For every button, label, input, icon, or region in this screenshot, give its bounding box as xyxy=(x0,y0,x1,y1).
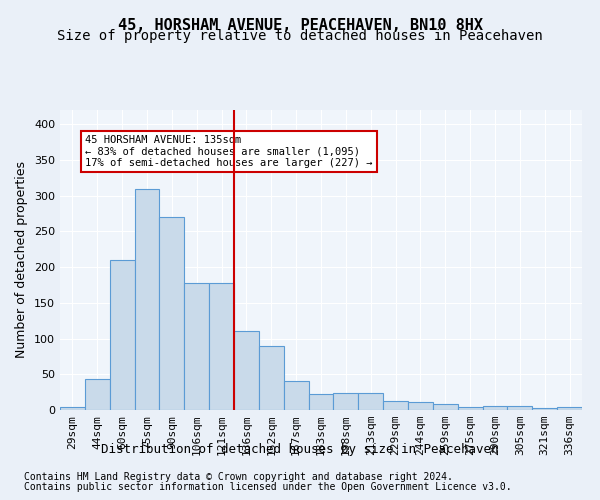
Text: Distribution of detached houses by size in Peacehaven: Distribution of detached houses by size … xyxy=(101,442,499,456)
Bar xyxy=(334,393,358,410)
Text: 45 HORSHAM AVENUE: 135sqm
← 83% of detached houses are smaller (1,095)
17% of se: 45 HORSHAM AVENUE: 135sqm ← 83% of detac… xyxy=(85,135,373,168)
Bar xyxy=(184,283,209,410)
Bar xyxy=(508,406,532,410)
Bar xyxy=(259,346,284,410)
Bar xyxy=(482,406,508,410)
Text: Contains public sector information licensed under the Open Government Licence v3: Contains public sector information licen… xyxy=(24,482,512,492)
Bar xyxy=(458,407,482,410)
Bar xyxy=(284,382,308,410)
Bar xyxy=(110,260,134,410)
Y-axis label: Number of detached properties: Number of detached properties xyxy=(16,162,28,358)
Bar xyxy=(209,283,234,410)
Bar xyxy=(234,332,259,410)
Text: Size of property relative to detached houses in Peacehaven: Size of property relative to detached ho… xyxy=(57,29,543,43)
Bar xyxy=(383,400,408,410)
Bar xyxy=(408,402,433,410)
Text: 45, HORSHAM AVENUE, PEACEHAVEN, BN10 8HX: 45, HORSHAM AVENUE, PEACEHAVEN, BN10 8HX xyxy=(118,18,482,32)
Bar xyxy=(433,404,458,410)
Bar xyxy=(358,393,383,410)
Bar xyxy=(532,408,557,410)
Bar xyxy=(134,188,160,410)
Text: Contains HM Land Registry data © Crown copyright and database right 2024.: Contains HM Land Registry data © Crown c… xyxy=(24,472,453,482)
Bar xyxy=(85,380,110,410)
Bar xyxy=(160,217,184,410)
Bar xyxy=(308,394,334,410)
Bar xyxy=(60,407,85,410)
Bar xyxy=(557,407,582,410)
